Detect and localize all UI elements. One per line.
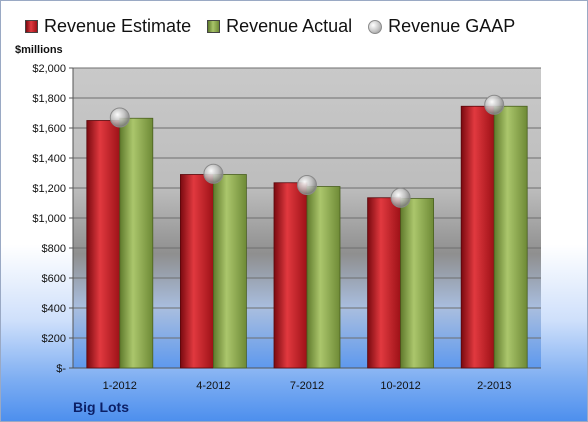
legend-swatch-gaap xyxy=(368,19,383,34)
x-tick-label: 2-2013 xyxy=(477,380,511,392)
legend-label-estimate: Revenue Estimate xyxy=(44,16,192,36)
legend-item-actual: Revenue Actual xyxy=(207,16,352,37)
marker-revenue-gaap xyxy=(484,94,505,115)
bar-revenue-actual xyxy=(400,198,435,369)
bar-revenue-actual xyxy=(119,117,154,369)
marker-revenue-gaap xyxy=(390,187,411,208)
legend-label-gaap: Revenue GAAP xyxy=(388,16,516,36)
legend-item-gaap: Revenue GAAP xyxy=(368,16,515,37)
marker-revenue-gaap xyxy=(297,175,317,195)
y-tick-label: $400 xyxy=(42,303,66,315)
bar-revenue-estimate xyxy=(460,105,495,369)
y-tick-label: $600 xyxy=(42,273,66,285)
bar-revenue-actual xyxy=(212,174,247,369)
y-tick-label: $1,400 xyxy=(32,153,66,165)
y-tick-label: $1,800 xyxy=(32,93,66,105)
bar-revenue-actual xyxy=(306,186,341,369)
bar-revenue-estimate xyxy=(273,182,308,369)
y-tick-label: $- xyxy=(56,363,66,375)
legend-label-actual: Revenue Actual xyxy=(226,16,353,36)
bar-revenue-estimate xyxy=(367,197,402,369)
x-tick-label: 1-2012 xyxy=(103,380,137,392)
legend-swatch-actual xyxy=(207,20,221,33)
bar-revenue-estimate xyxy=(86,120,121,369)
company-name: Big Lots xyxy=(73,399,129,415)
bar-revenue-actual xyxy=(493,105,528,369)
marker-revenue-gaap xyxy=(109,107,130,128)
x-tick-label: 10-2012 xyxy=(380,380,420,392)
bar-revenue-estimate xyxy=(179,174,214,369)
y-axis-unit-label: $millions xyxy=(15,44,63,56)
y-tick-label: $1,200 xyxy=(32,183,66,195)
x-tick-label: 4-2012 xyxy=(196,380,230,392)
legend: Revenue Estimate Revenue Actual Revenue … xyxy=(25,16,531,37)
legend-swatch-estimate xyxy=(25,20,38,33)
legend-item-estimate: Revenue Estimate xyxy=(25,16,191,37)
x-tick-label: 7-2012 xyxy=(290,380,324,392)
y-tick-label: $1,600 xyxy=(32,123,66,135)
y-tick-label: $800 xyxy=(42,243,66,255)
y-tick-label: $200 xyxy=(42,333,66,345)
y-tick-label: $2,000 xyxy=(32,63,66,75)
y-tick-label: $1,000 xyxy=(32,213,66,225)
marker-revenue-gaap xyxy=(203,163,224,184)
